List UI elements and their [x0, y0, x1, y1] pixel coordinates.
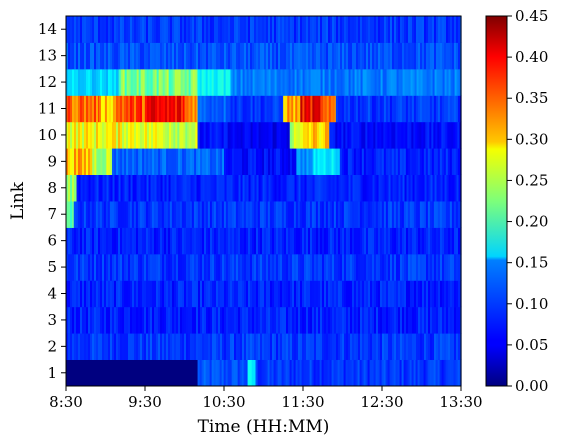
y-tick-label: 7	[47, 205, 57, 223]
colorbar-ticks: 0.00 0.05 0.10 0.15 0.20 0.25 0.30 0.35 0.40 0.45	[507, 7, 548, 395]
colorbar-tick-label: 0.45	[515, 7, 548, 25]
heatmap-cell-texture	[255, 359, 462, 387]
colorbar	[485, 15, 508, 387]
heatmap-cell-texture	[230, 95, 284, 123]
heatmap-cell-texture	[339, 148, 462, 175]
colorbar-tick-label: 0.25	[515, 171, 548, 189]
colorbar-tick-label: 0.30	[515, 130, 548, 148]
y-tick-label: 3	[47, 311, 57, 329]
y-tick-label: 9	[47, 152, 57, 170]
heatmap-row-13	[66, 42, 462, 70]
heatmap-row-2	[66, 333, 462, 360]
heatmap-row-6	[66, 227, 462, 255]
y-tick-label: 11	[38, 100, 57, 118]
heatmap-row-12	[66, 68, 462, 96]
heatmap-cell-texture	[283, 95, 301, 123]
x-axis-ticks: 8:30 9:30 10:30 11:30 12:30 13:30	[49, 386, 483, 411]
heatmap-cell-texture	[92, 148, 113, 175]
y-axis-label: Link	[8, 181, 28, 220]
y-tick-label: 13	[38, 47, 57, 65]
heatmap-cell-texture	[197, 95, 231, 123]
colorbar-tick-label: 0.35	[515, 89, 548, 107]
x-tick-label: 8:30	[49, 393, 83, 411]
heatmap-cell-texture	[118, 68, 198, 96]
heatmap-cell-texture	[289, 121, 304, 149]
y-tick-label: 12	[38, 73, 57, 91]
y-tick-label: 8	[47, 179, 57, 197]
heatmap-cell-texture	[66, 201, 75, 228]
y-tick-label: 10	[38, 126, 57, 144]
heatmap-cell-texture	[145, 121, 172, 149]
heatmap-cell-texture	[76, 174, 462, 202]
heatmap-cell-texture	[296, 148, 314, 175]
heatmap-cell	[66, 359, 199, 387]
heatmap-cell-texture	[66, 333, 462, 360]
heatmap-cell-texture	[230, 68, 462, 96]
heatmap-cell-texture	[145, 95, 185, 123]
heatmap-cell-texture	[66, 280, 462, 308]
heatmap-cell-texture	[66, 121, 146, 149]
heatmap-cell-texture	[329, 121, 462, 149]
heatmap-cell-texture	[66, 148, 93, 175]
heatmap-row-5	[66, 253, 462, 281]
heatmap-cell-texture	[73, 201, 462, 228]
heatmap-cell-texture	[184, 95, 198, 123]
y-tick-label: 14	[38, 20, 57, 38]
heatmap-row-10	[66, 121, 462, 149]
heatmap-cell-texture	[66, 42, 462, 70]
heatmap-cells	[66, 16, 462, 387]
heatmap-cell-texture	[66, 68, 119, 96]
heatmap-cell-texture	[322, 95, 337, 123]
heatmap-cell-texture	[171, 121, 198, 149]
colorbar-tick-label: 0.10	[515, 295, 548, 313]
heatmap-cell-texture	[66, 227, 462, 255]
heatmap-cell-texture	[66, 95, 100, 123]
heatmap-row-4	[66, 280, 462, 308]
heatmap-cell-texture	[98, 95, 117, 123]
heatmap-cell-texture	[197, 359, 248, 387]
x-tick-label: 12:30	[360, 393, 403, 411]
heatmap-cell-texture	[116, 95, 146, 123]
y-tick-label: 2	[47, 337, 57, 355]
y-tick-label: 4	[47, 285, 57, 303]
y-tick-label: 6	[47, 232, 57, 250]
heatmap-cell-texture	[230, 121, 291, 149]
heatmap-row-8	[66, 174, 462, 202]
x-tick-label: 10:30	[202, 393, 245, 411]
heatmap-cell-texture	[66, 306, 462, 334]
y-tick-label: 5	[47, 258, 57, 276]
colorbar-tick-label: 0.15	[515, 254, 548, 272]
x-tick-label: 9:30	[128, 393, 162, 411]
heatmap-cell-texture	[112, 148, 225, 175]
heatmap-cell-texture	[300, 95, 324, 123]
heatmap-cell-texture	[313, 148, 341, 175]
heatmap-cell-texture	[335, 95, 462, 123]
x-axis-label: Time (HH:MM)	[198, 417, 330, 437]
heatmap-row-3	[66, 306, 462, 334]
heatmap-row-11	[66, 95, 462, 123]
colorbar-tick-label: 0.05	[515, 336, 548, 354]
heatmap-cell-texture	[197, 68, 231, 96]
heatmap-cell-texture	[303, 121, 330, 149]
heatmap-cell-texture	[224, 148, 297, 175]
x-tick-label: 11:30	[281, 393, 324, 411]
heatmap-cell-texture	[247, 359, 256, 387]
heatmap-row-14	[66, 16, 462, 43]
colorbar-tick-label: 0.40	[515, 48, 548, 66]
heatmap-cell-texture	[197, 121, 231, 149]
heatmap-row-9	[66, 148, 462, 175]
x-tick-label: 13:30	[439, 393, 482, 411]
colorbar-tick-label: 0.00	[515, 377, 548, 395]
heatmap-cell-texture	[66, 16, 462, 43]
heatmap-row-7	[66, 201, 462, 228]
colorbar-tick-label: 0.20	[515, 213, 548, 231]
heatmap-cell-texture	[66, 174, 77, 202]
heatmap-cell-texture	[66, 253, 462, 281]
plot-frame	[65, 15, 462, 387]
heatmap-row-1	[66, 359, 462, 387]
y-tick-label: 1	[47, 364, 57, 382]
